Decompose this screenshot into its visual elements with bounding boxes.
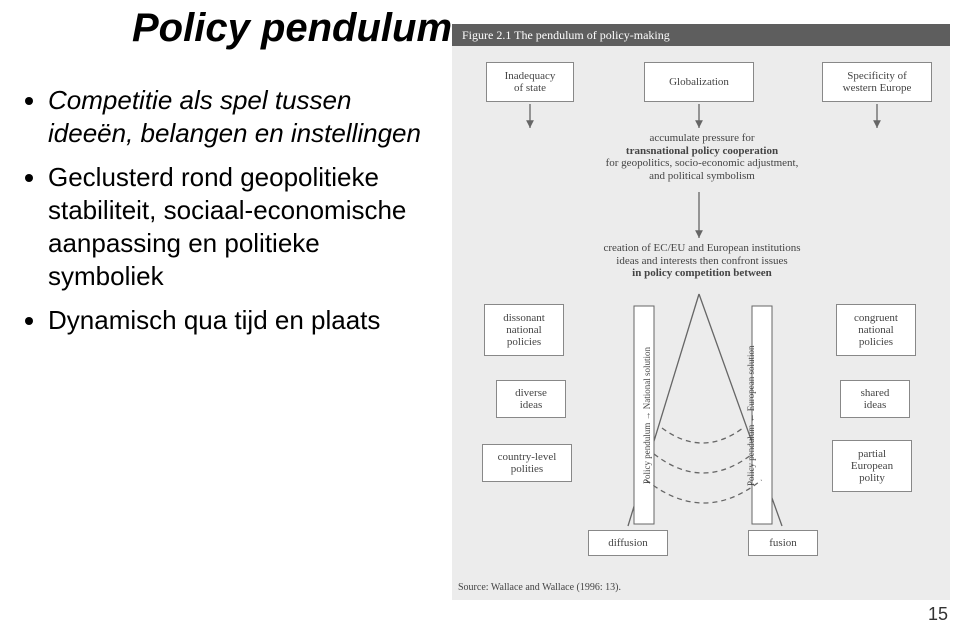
- fig-box-globalization: Globalization: [644, 62, 754, 102]
- slide-title: Policy pendulum: [132, 6, 452, 51]
- page-number: 15: [928, 604, 948, 625]
- fig-box-diverse: diverseideas: [496, 380, 566, 418]
- bullet-list: Competitie als spel tussen ideeën, belan…: [48, 84, 438, 347]
- fig-box-specificity: Specificity ofwestern Europe: [822, 62, 932, 102]
- fig-box-dissonant: dissonantnationalpolicies: [484, 304, 564, 356]
- fig-box-country: country-levelpolities: [482, 444, 572, 482]
- fig-vertical-veur: Policy pendulum ← European solution: [746, 310, 756, 522]
- fig-box-partial: partialEuropeanpolity: [832, 440, 912, 492]
- fig-box-diffusion: diffusion: [588, 530, 668, 556]
- fig-box-congruent: congruentnationalpolicies: [836, 304, 916, 356]
- figure-pendulum: Figure 2.1 The pendulum of policy-making…: [452, 24, 950, 600]
- fig-box-shared: sharedideas: [840, 380, 910, 418]
- fig-box-inadequacy: Inadequacyof state: [486, 62, 574, 102]
- fig-text-accumulate: accumulate pressure fortransnational pol…: [572, 132, 832, 183]
- fig-text-creation: creation of EC/EU and European instituti…: [562, 242, 842, 280]
- bullet-item: Dynamisch qua tijd en plaats: [48, 304, 438, 337]
- bullet-item: Competitie als spel tussen ideeën, belan…: [48, 84, 438, 151]
- bullet-item: Geclusterd rond geopolitieke stabiliteit…: [48, 161, 438, 294]
- figure-source: Source: Wallace and Wallace (1996: 13).: [458, 582, 621, 594]
- fig-vertical-vnat: Policy pendulum → National solution: [642, 310, 652, 522]
- fig-box-fusion: fusion: [748, 530, 818, 556]
